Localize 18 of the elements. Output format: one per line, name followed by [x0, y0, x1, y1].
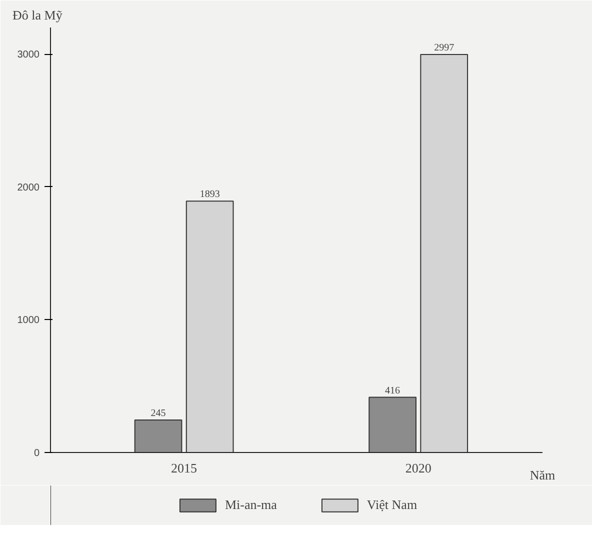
- data-label: 1893: [200, 189, 220, 200]
- legend-label: Mi-an-ma: [224, 497, 277, 513]
- y-tick-label: 0: [34, 448, 40, 459]
- y-tick-label: 2000: [17, 182, 40, 194]
- data-label: 2997: [434, 42, 454, 54]
- bar: [134, 419, 182, 452]
- bar: [368, 396, 416, 452]
- bar: [420, 54, 468, 452]
- x-tick-label: 2015: [171, 460, 198, 476]
- legend-label: Việt Nam: [366, 497, 418, 513]
- y-tick-label: 3000: [17, 50, 40, 61]
- x-tick-label: 2020: [405, 460, 432, 476]
- data-label: 416: [385, 385, 400, 396]
- y-axis-title: Đô la Mỹ: [12, 8, 63, 22]
- bar: [186, 200, 234, 452]
- x-axis-title: Năm: [530, 468, 556, 482]
- data-label: 245: [150, 408, 166, 419]
- y-tick-label: 1000: [17, 315, 40, 326]
